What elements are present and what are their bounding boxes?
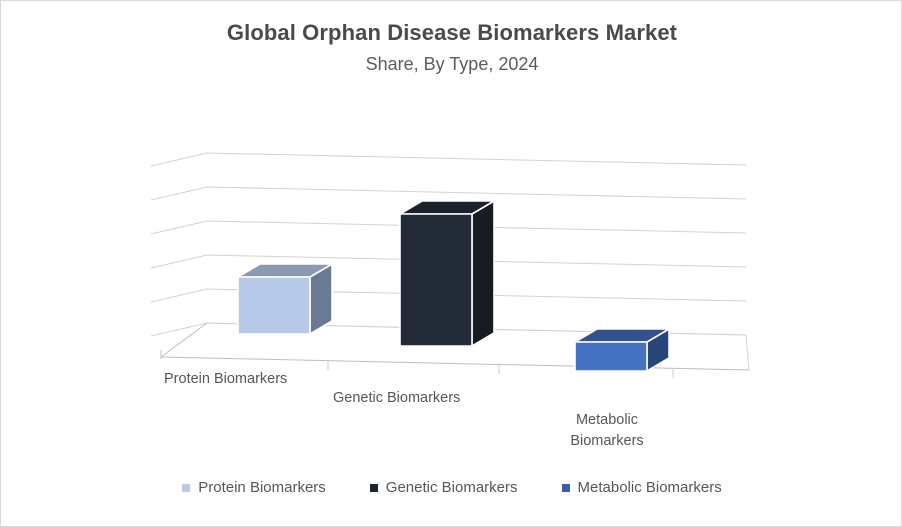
- legend-swatch-icon: [369, 483, 378, 492]
- category-label-genetic-biomarkers: Genetic Biomarkers: [333, 390, 461, 406]
- legend-swatch-icon: [561, 483, 570, 492]
- legend-swatch-icon: [182, 483, 191, 492]
- legend-item-genetic-biomarkers[interactable]: Genetic Biomarkers: [369, 479, 518, 496]
- legend-item-protein-biomarkers[interactable]: Protein Biomarkers: [182, 479, 326, 496]
- bar-genetic-biomarkers[interactable]: [397, 199, 497, 348]
- legend-item-metabolic-biomarkers[interactable]: Metabolic Biomarkers: [561, 479, 722, 496]
- category-label-metabolic-biomarkers: Metabolic Biomarkers: [570, 412, 644, 450]
- chart-legend: Protein Biomarkers Genetic Biomarkers Me…: [1, 479, 901, 496]
- bar-protein-biomarkers[interactable]: [235, 262, 335, 336]
- legend-label: Metabolic Biomarkers: [577, 479, 722, 496]
- legend-label: Genetic Biomarkers: [385, 479, 518, 496]
- category-label-protein-biomarkers: Protein Biomarkers: [164, 371, 288, 387]
- chart-subtitle: Share, By Type, 2024: [365, 53, 539, 74]
- legend-label: Protein Biomarkers: [198, 479, 326, 496]
- bar-metabolic-biomarkers[interactable]: [572, 327, 672, 373]
- chart-title: Global Orphan Disease Biomarkers Market: [226, 20, 678, 45]
- title-block: Global Orphan Disease Biomarkers Market …: [1, 19, 901, 77]
